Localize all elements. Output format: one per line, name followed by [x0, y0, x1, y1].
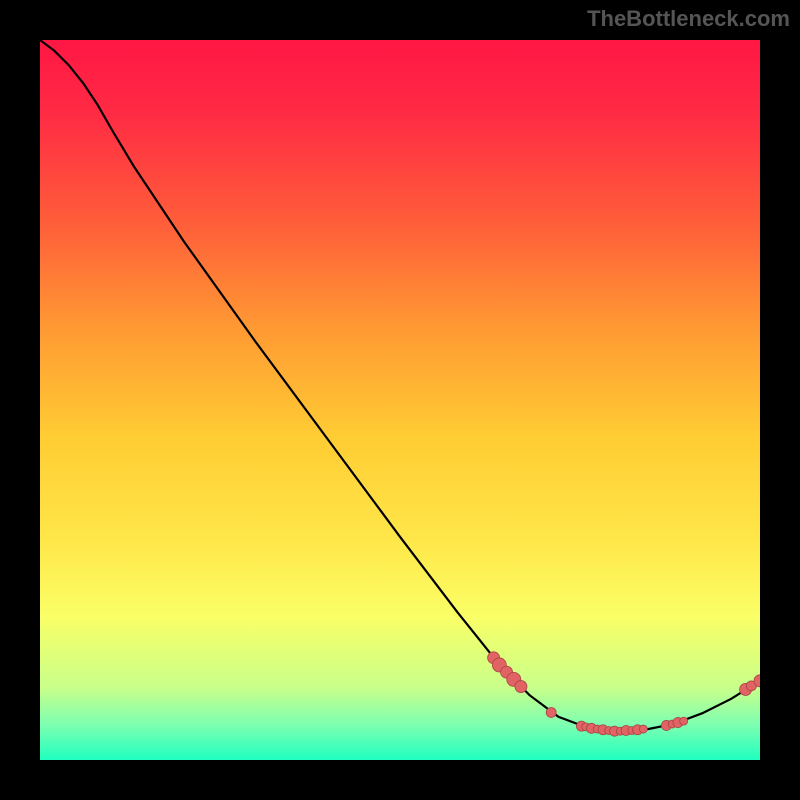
data-marker: [546, 707, 556, 717]
data-marker: [680, 717, 688, 725]
data-marker: [639, 725, 647, 733]
data-marker: [515, 681, 527, 693]
bottleneck-curve: [40, 40, 760, 760]
watermark-text: TheBottleneck.com: [587, 6, 790, 32]
chart-plot-area: [40, 40, 760, 760]
